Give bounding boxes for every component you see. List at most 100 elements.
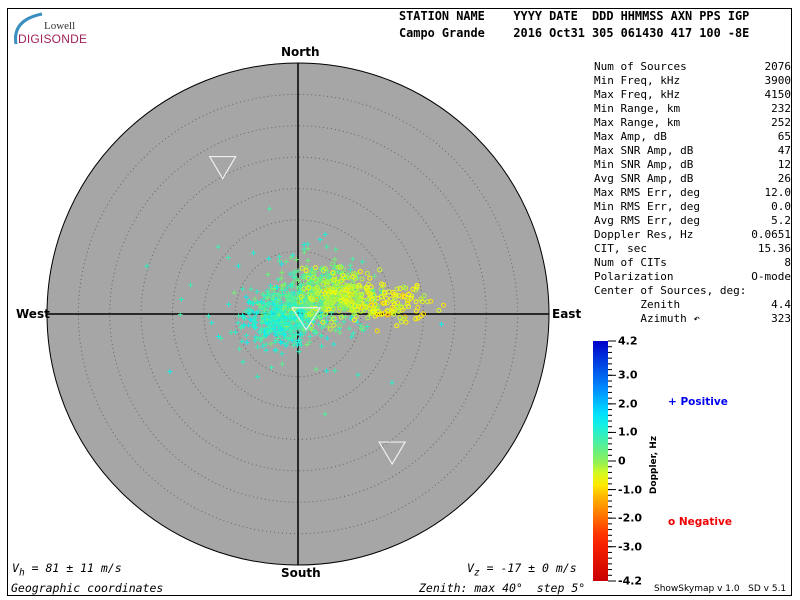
- stat-value: 3900: [764, 74, 792, 87]
- positive-source-point: [178, 297, 184, 303]
- negative-source-point: [440, 302, 446, 308]
- east-label: East: [552, 307, 582, 321]
- negative-source-point: [298, 299, 304, 305]
- negative-source-point: [383, 295, 389, 301]
- positive-source-point: [209, 320, 215, 326]
- positive-source-point: [281, 341, 287, 347]
- direction-triangle-icon: [378, 441, 407, 466]
- stat-label: Min Freq, kHz: [594, 74, 681, 87]
- positive-source-point: [275, 335, 281, 341]
- negative-source-point: [390, 290, 396, 296]
- positive-source-point: [347, 262, 353, 268]
- stat-label: Num of Sources: [594, 60, 687, 73]
- negative-source-point: [328, 298, 334, 304]
- positive-source-point: [307, 333, 313, 339]
- positive-source-point: [274, 285, 280, 291]
- south-label: South: [281, 566, 321, 580]
- positive-source-point: [281, 331, 287, 337]
- positive-source-point: [236, 313, 242, 319]
- negative-source-point: [384, 300, 390, 306]
- negative-source-point: [374, 328, 380, 334]
- positive-source-point: [269, 295, 275, 301]
- stat-row: Avg SNR Amp, dB 26: [594, 172, 791, 186]
- positive-source-point: [282, 287, 288, 293]
- negative-source-point: [367, 275, 373, 281]
- negative-source-point: [333, 296, 339, 302]
- positive-source-point: [333, 327, 339, 333]
- stat-label: Min SNR Amp, dB: [594, 158, 694, 171]
- positive-source-point: [324, 244, 330, 250]
- negative-source-point: [312, 286, 318, 292]
- negative-source-point: [327, 326, 333, 332]
- positive-source-point: [279, 270, 285, 276]
- stat-value: 232: [771, 102, 791, 115]
- negative-source-point: [363, 286, 369, 292]
- positive-source-point: [255, 344, 261, 350]
- positive-source-point: [264, 295, 270, 301]
- positive-source-point: [349, 334, 355, 340]
- positive-source-point: [310, 269, 316, 275]
- negative-source-point: [406, 303, 412, 309]
- negative-source-point: [379, 294, 385, 300]
- negative-source-point: [394, 323, 400, 329]
- negative-source-point: [340, 272, 346, 278]
- negative-source-point: [336, 308, 342, 314]
- negative-source-point: [299, 265, 305, 271]
- stat-row: Num of CITs 8: [594, 256, 791, 270]
- negative-source-point: [331, 289, 337, 295]
- stat-label: Zenith: [594, 298, 681, 311]
- negative-source-point: [320, 267, 326, 273]
- negative-source-point: [376, 311, 382, 317]
- negative-source-point: [310, 292, 316, 298]
- negative-source-point: [370, 308, 376, 314]
- positive-source-point: [240, 314, 246, 320]
- positive-source-point: [243, 333, 249, 339]
- coords-label: Geographic coordinates: [11, 581, 164, 595]
- stat-value: 12: [777, 158, 791, 171]
- positive-source-point: [333, 247, 339, 253]
- positive-source-point: [291, 269, 297, 275]
- positive-source-point: [240, 286, 246, 292]
- negative-source-point: [321, 312, 327, 318]
- negative-source-point: [330, 294, 336, 300]
- negative-source-point: [413, 287, 419, 293]
- positive-source-point: [296, 277, 302, 283]
- positive-source-point: [265, 289, 271, 295]
- positive-source-point: [293, 322, 299, 328]
- vh-sub: h: [18, 567, 25, 579]
- negative-source-point: [396, 293, 402, 299]
- positive-source-point: [263, 341, 269, 347]
- positive-source-point: [271, 301, 277, 307]
- vz-readout: Vz = -17 ± 0 m/s: [467, 561, 577, 578]
- negative-source-point: [298, 294, 304, 300]
- stat-row: Avg RMS Err, deg 5.2: [594, 214, 791, 228]
- positive-source-point: [225, 255, 231, 261]
- stat-label: Doppler Res, Hz: [594, 228, 694, 241]
- positive-source-point: [252, 338, 258, 344]
- negative-source-point: [349, 289, 355, 295]
- positive-source-point: [301, 246, 307, 252]
- positive-source-point: [277, 330, 283, 336]
- stat-value: 12.0: [764, 186, 792, 199]
- positive-source-point: [252, 319, 258, 325]
- positive-source-point: [332, 269, 338, 275]
- negative-source-point: [369, 296, 375, 302]
- logo-digisonde: DIGISONDE: [18, 32, 88, 46]
- negative-source-point: [388, 296, 394, 302]
- positive-source-point: [240, 359, 246, 365]
- positive-source-point: [267, 283, 273, 289]
- logo-lowell: Lowell: [44, 20, 76, 32]
- positive-source-point: [317, 237, 323, 243]
- negative-source-point: [403, 319, 409, 325]
- positive-source-point: [248, 317, 254, 323]
- negative-source-point: [338, 300, 344, 306]
- negative-source-point: [352, 303, 358, 309]
- stat-value: 5.2: [771, 214, 791, 227]
- negative-source-point: [338, 298, 344, 304]
- positive-source-point: [258, 299, 264, 305]
- positive-source-point: [279, 319, 285, 325]
- north-label: North: [281, 45, 320, 59]
- negative-source-point: [330, 285, 336, 291]
- stat-value: 2076: [764, 60, 792, 73]
